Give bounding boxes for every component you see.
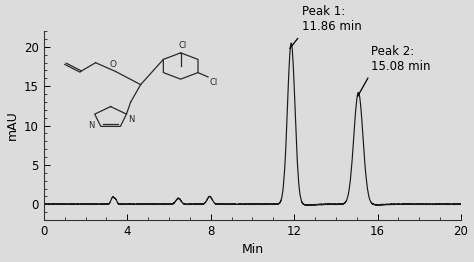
Text: Peak 1:
11.86 min: Peak 1: 11.86 min <box>290 6 361 48</box>
X-axis label: Min: Min <box>241 243 264 256</box>
Text: Peak 2:
15.08 min: Peak 2: 15.08 min <box>358 45 430 96</box>
Y-axis label: mAU: mAU <box>6 111 18 140</box>
